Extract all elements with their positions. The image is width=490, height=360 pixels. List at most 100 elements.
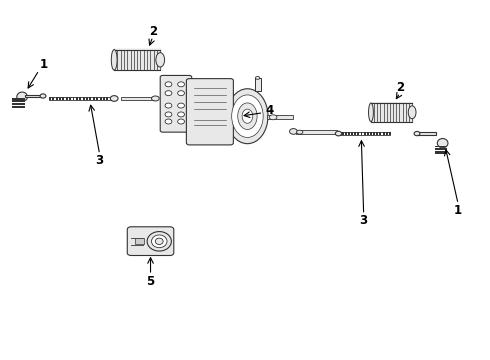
- Bar: [436, 152, 447, 153]
- Ellipse shape: [296, 130, 303, 134]
- Bar: [364, 132, 366, 135]
- Bar: [122, 97, 154, 100]
- Ellipse shape: [227, 89, 268, 144]
- Bar: [370, 132, 372, 135]
- Bar: [379, 132, 381, 135]
- Ellipse shape: [255, 77, 260, 79]
- Bar: [351, 132, 353, 135]
- Bar: [12, 105, 24, 107]
- Circle shape: [178, 91, 184, 96]
- Bar: [49, 97, 51, 100]
- Circle shape: [165, 91, 172, 96]
- Bar: [79, 97, 81, 100]
- Bar: [59, 97, 61, 100]
- Bar: [255, 78, 261, 91]
- Ellipse shape: [151, 235, 167, 248]
- Bar: [62, 97, 64, 100]
- Bar: [436, 153, 447, 154]
- Bar: [417, 132, 437, 135]
- Bar: [376, 132, 378, 135]
- Bar: [354, 132, 356, 135]
- Ellipse shape: [151, 96, 159, 101]
- Bar: [93, 97, 95, 100]
- Bar: [12, 103, 24, 104]
- Bar: [73, 97, 74, 100]
- Ellipse shape: [290, 129, 297, 134]
- Ellipse shape: [232, 95, 263, 138]
- Ellipse shape: [110, 96, 118, 101]
- Circle shape: [178, 82, 184, 87]
- Circle shape: [178, 112, 184, 117]
- Bar: [436, 146, 447, 147]
- Ellipse shape: [242, 109, 253, 123]
- Bar: [389, 132, 391, 135]
- Ellipse shape: [437, 139, 448, 148]
- Bar: [96, 97, 98, 100]
- Ellipse shape: [269, 115, 277, 120]
- Ellipse shape: [408, 106, 416, 119]
- Bar: [76, 97, 78, 100]
- Circle shape: [178, 119, 184, 124]
- Bar: [342, 132, 343, 135]
- Bar: [348, 132, 350, 135]
- Circle shape: [178, 103, 184, 108]
- Text: 1: 1: [454, 204, 462, 217]
- FancyBboxPatch shape: [127, 227, 174, 256]
- Ellipse shape: [40, 94, 46, 98]
- Bar: [103, 97, 105, 100]
- Circle shape: [165, 112, 172, 117]
- Bar: [436, 149, 447, 150]
- Bar: [345, 132, 347, 135]
- Bar: [12, 99, 24, 100]
- Bar: [386, 132, 388, 135]
- Bar: [66, 97, 68, 100]
- Bar: [24, 95, 43, 98]
- Circle shape: [165, 103, 172, 108]
- Text: 2: 2: [149, 24, 157, 38]
- Circle shape: [165, 82, 172, 87]
- Bar: [436, 150, 447, 152]
- Bar: [436, 148, 447, 149]
- Bar: [296, 130, 337, 134]
- Bar: [361, 132, 363, 135]
- Text: 2: 2: [396, 81, 404, 94]
- Bar: [90, 97, 92, 100]
- Circle shape: [165, 119, 172, 124]
- Ellipse shape: [368, 103, 373, 122]
- Bar: [69, 97, 71, 100]
- Bar: [339, 132, 341, 135]
- Bar: [367, 132, 369, 135]
- FancyBboxPatch shape: [113, 49, 162, 71]
- FancyBboxPatch shape: [369, 102, 414, 123]
- Bar: [12, 104, 24, 105]
- Bar: [99, 97, 101, 100]
- FancyBboxPatch shape: [186, 78, 233, 145]
- Bar: [12, 100, 24, 101]
- Ellipse shape: [147, 231, 172, 251]
- Bar: [373, 132, 375, 135]
- Bar: [83, 97, 85, 100]
- Text: 3: 3: [96, 154, 104, 167]
- Bar: [12, 101, 24, 102]
- Ellipse shape: [17, 92, 27, 101]
- FancyBboxPatch shape: [160, 76, 192, 132]
- Bar: [55, 97, 57, 100]
- Ellipse shape: [156, 53, 165, 67]
- Text: 1: 1: [40, 58, 48, 71]
- Ellipse shape: [414, 131, 420, 136]
- Text: 4: 4: [265, 104, 273, 117]
- Ellipse shape: [238, 103, 257, 130]
- Ellipse shape: [155, 238, 163, 244]
- Bar: [383, 132, 385, 135]
- Bar: [86, 97, 88, 100]
- Bar: [357, 132, 359, 135]
- Bar: [106, 97, 108, 100]
- Text: 3: 3: [360, 214, 368, 227]
- Bar: [52, 97, 54, 100]
- Ellipse shape: [111, 50, 117, 70]
- Bar: [267, 116, 294, 119]
- Text: 5: 5: [147, 275, 155, 288]
- Bar: [12, 107, 24, 108]
- Ellipse shape: [335, 131, 342, 136]
- Bar: [135, 238, 144, 244]
